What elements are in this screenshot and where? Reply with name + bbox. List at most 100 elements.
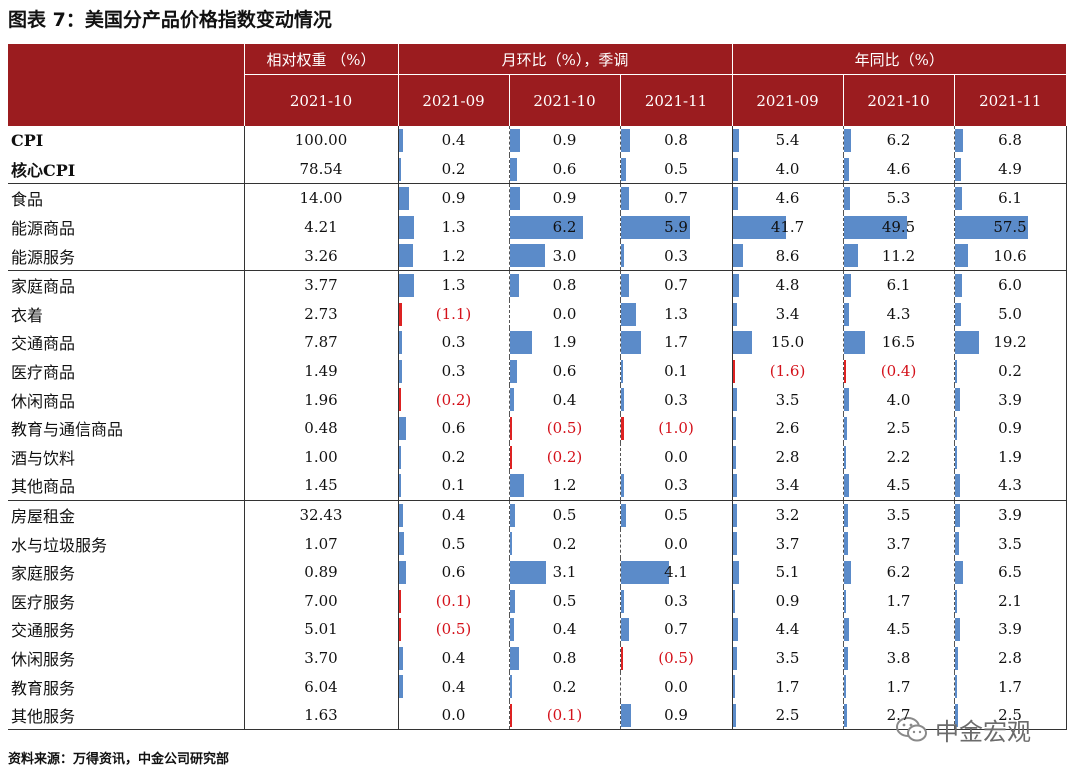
yoy-bar: [732, 560, 740, 584]
mom-bar: [509, 589, 516, 613]
table-row: 能源服务 3.26 1.2 3.0 0.3 8.6 11.2 10.6: [8, 241, 1067, 271]
yoy-bar: [843, 474, 850, 498]
yoy-value: 19.2: [993, 333, 1027, 352]
mom-cell: (1.0): [619, 413, 733, 443]
yoy-bar: [954, 416, 957, 440]
yoy-bar: [732, 618, 739, 642]
mom-cell: (0.5): [508, 413, 620, 443]
yoy-bar: [843, 302, 849, 326]
mom-value: (0.1): [435, 591, 472, 610]
yoy-cell: 4.5: [842, 471, 955, 501]
yoy-value: 3.5: [998, 534, 1022, 553]
mom-bar: [620, 215, 691, 239]
mom-cell: 6.2: [508, 212, 620, 242]
mom-value: 0.4: [441, 506, 466, 525]
mom-bar: [509, 273, 519, 297]
table-row: CPI 100.00 0.4 0.9 0.8 5.4 6.2 6.8: [8, 126, 1067, 155]
yoy-bar: [732, 388, 737, 412]
mom-cell: 0.5: [508, 586, 620, 616]
mom-cell: (0.1): [397, 586, 509, 616]
yoy-value: 4.6: [886, 159, 911, 178]
mom-cell: 0.8: [508, 643, 620, 673]
yoy-cell: 1.7: [842, 586, 955, 616]
yoy-cell: 0.2: [953, 356, 1067, 386]
mom-cell: 0.9: [508, 126, 620, 155]
weight-cell: 7.00: [243, 586, 398, 616]
yoy-cell: 3.9: [953, 385, 1067, 414]
yoy-cell: 1.7: [842, 672, 955, 701]
weight-cell: 1.07: [243, 529, 398, 558]
yoy-cell: 3.5: [953, 529, 1067, 558]
yoy-value: 2.5: [775, 706, 800, 725]
table-row: 酒与饮料 1.00 0.2 (0.2) 0.0 2.8 2.2 1.9: [8, 442, 1067, 472]
row-label: 医疗商品: [11, 363, 76, 383]
mom-bar: [509, 331, 532, 355]
yoy-cell: 8.6: [731, 241, 844, 271]
yoy-bar: [954, 474, 960, 498]
yoy-value: 4.3: [886, 304, 911, 323]
yoy-cell: 3.4: [731, 471, 844, 501]
yoy-cell: 16.5: [842, 328, 955, 357]
yoy-value: 2.6: [775, 419, 800, 438]
yoy-value: 2.8: [775, 447, 800, 466]
mom-cell: 0.8: [619, 126, 733, 155]
row-label: 休闲服务: [11, 649, 76, 669]
yoy-bar: [954, 244, 969, 268]
mom-cell: (0.2): [397, 385, 509, 414]
yoy-value: 1.7: [886, 591, 911, 610]
source-note: 资料来源：万得资讯，中金公司研究部: [8, 752, 230, 767]
mom-bar: [620, 302, 636, 326]
row-label: 家庭商品: [8, 269, 244, 300]
row-label: 酒与饮料: [11, 448, 76, 468]
table-row: 其他商品 1.45 0.1 1.2 0.3 3.4 4.5 4.3: [8, 471, 1067, 501]
watermark: 中金宏观: [895, 712, 1031, 747]
mom-value: 0.5: [552, 506, 577, 525]
yoy-value: 3.7: [775, 534, 800, 553]
weight-cell: 0.89: [243, 557, 398, 587]
yoy-bar: [732, 703, 736, 727]
yoy-bar: [954, 273, 963, 297]
mom-cell: 0.0: [619, 529, 733, 558]
mom-cell: 5.9: [619, 212, 733, 242]
mom-cell: 1.2: [508, 471, 620, 501]
yoy-bar: [954, 675, 957, 699]
table-body: CPI 100.00 0.4 0.9 0.8 5.4 6.2 6.8 核心CPI 78.54 0.2…: [8, 126, 1067, 731]
yoy-cell: 1.7: [953, 672, 1067, 701]
mom-value: 0.1: [441, 476, 466, 495]
mom-cell: 0.5: [508, 499, 620, 530]
mom-value: 0.4: [552, 390, 577, 409]
yoy-cell: 41.7: [731, 212, 844, 242]
weight-cell: 14.00: [243, 183, 398, 213]
table-row: 衣着 2.73 (1.1) 0.0 1.3 3.4 4.3 5.0: [8, 299, 1067, 329]
yoy-bar: [732, 129, 740, 152]
watermark-text: 中金宏观: [935, 718, 1031, 746]
mom-bar: [509, 474, 524, 498]
yoy-bar: [843, 359, 846, 383]
yoy-value: 57.5: [993, 218, 1027, 237]
mom-value: 0.4: [441, 648, 466, 667]
yoy-value: 3.9: [998, 506, 1022, 525]
yoy-value: 4.8: [775, 276, 800, 295]
mom-bar: [398, 157, 401, 181]
yoy-value: 4.0: [775, 159, 800, 178]
yoy-cell: 3.5: [731, 385, 844, 414]
yoy-bar: [843, 416, 847, 440]
mom-cell: 0.2: [508, 672, 620, 701]
yoy-bar: [843, 244, 858, 268]
yoy-month-header: 2021-11: [953, 74, 1067, 126]
weight-cell: 1.45: [243, 471, 398, 501]
mom-month-header: 2021-10: [508, 74, 620, 126]
yoy-bar: [732, 589, 735, 613]
mom-cell: 0.1: [397, 471, 509, 501]
yoy-bar: [843, 388, 849, 412]
mom-value: 0.0: [664, 447, 688, 466]
yoy-value: 6.1: [998, 189, 1022, 208]
mom-value: 0.5: [664, 506, 688, 525]
yoy-bar: [954, 445, 957, 469]
table-row: 食品 14.00 0.9 0.9 0.7 4.6 5.3 6.1: [8, 183, 1067, 213]
yoy-cell: 3.5: [731, 643, 844, 673]
yoy-cell: 4.6: [842, 154, 955, 184]
mom-value: 0.6: [552, 159, 577, 178]
mom-value: 0.4: [441, 131, 466, 150]
mom-bar: [398, 215, 414, 239]
